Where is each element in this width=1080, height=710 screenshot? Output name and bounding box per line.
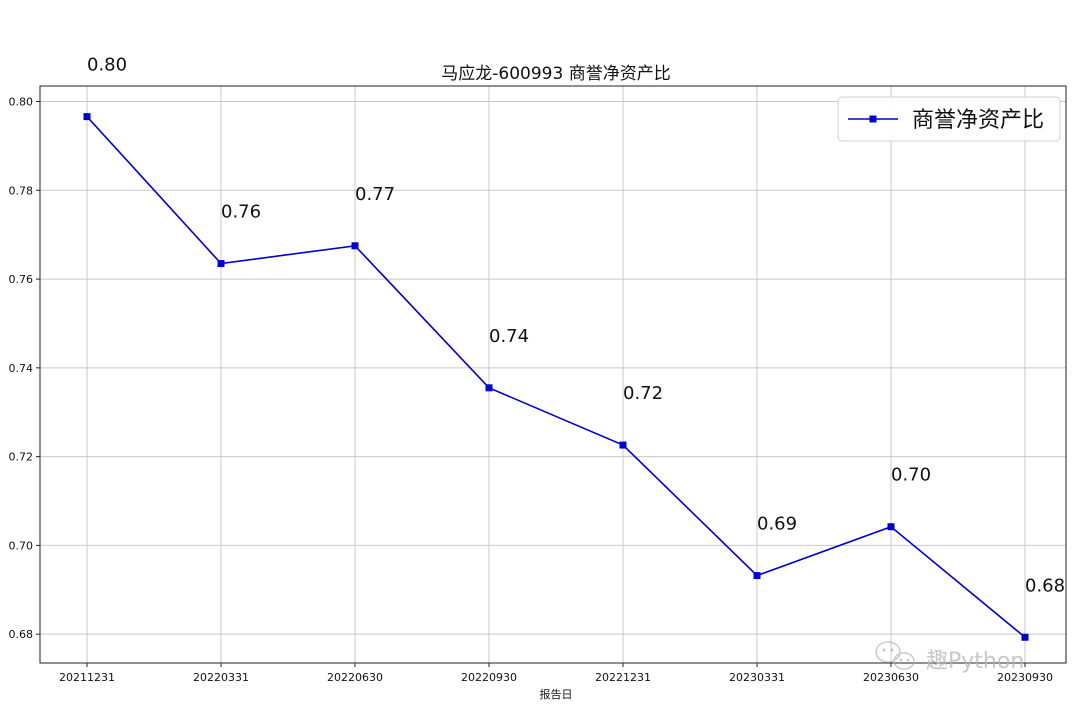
x-tick-label: 20211231 bbox=[59, 671, 115, 684]
legend-marker-swatch bbox=[869, 115, 877, 123]
x-tick-label: 20230930 bbox=[997, 671, 1053, 684]
data-label: 0.76 bbox=[221, 202, 261, 223]
legend-label: 商誉净资产比 bbox=[912, 108, 1044, 133]
x-tick-label: 20220331 bbox=[193, 671, 249, 684]
data-labels: 0.80 0.76 0.77 0.74 0.72 0.69 0.70 0.68 bbox=[87, 55, 1065, 597]
axis-ticks: 0.68 0.70 0.72 0.74 0.76 0.78 0.80 20211231 2022… bbox=[9, 96, 1054, 684]
wechat-icon bbox=[875, 641, 915, 670]
data-label: 0.74 bbox=[489, 326, 529, 347]
data-point-marker bbox=[753, 572, 761, 580]
x-tick-label: 20220630 bbox=[327, 671, 383, 684]
x-tick-label: 20230630 bbox=[863, 671, 919, 684]
watermark: 趣Python bbox=[875, 641, 1024, 674]
series-line bbox=[86, 116, 1026, 638]
data-point-marker bbox=[1021, 633, 1029, 641]
plot-frame bbox=[39, 85, 1067, 664]
data-label: 0.68 bbox=[1025, 575, 1065, 596]
data-point-marker bbox=[83, 113, 91, 121]
data-point-marker bbox=[619, 441, 627, 449]
x-tick-label: 20230331 bbox=[729, 671, 785, 684]
watermark-text: 趣Python bbox=[926, 649, 1024, 674]
data-label: 0.69 bbox=[757, 514, 797, 535]
chart-title: 马应龙-600993 商誉净资产比 bbox=[441, 64, 670, 84]
series-line-group bbox=[83, 113, 1029, 641]
y-tick-label: 0.76 bbox=[9, 273, 34, 286]
grid-lines bbox=[40, 86, 1066, 663]
y-tick-label: 0.78 bbox=[9, 184, 34, 197]
data-label: 0.70 bbox=[891, 465, 931, 486]
y-tick-label: 0.68 bbox=[9, 628, 34, 641]
x-axis-label: 报告日 bbox=[540, 687, 573, 701]
data-point-marker bbox=[217, 260, 225, 268]
x-tick-label: 20221231 bbox=[595, 671, 651, 684]
y-tick-label: 0.80 bbox=[9, 96, 34, 109]
y-tick-label: 0.70 bbox=[9, 539, 34, 552]
y-tick-label: 0.74 bbox=[9, 362, 34, 375]
data-label: 0.80 bbox=[87, 55, 127, 76]
legend: 商誉净资产比 bbox=[837, 96, 1061, 142]
data-point-marker bbox=[485, 384, 493, 392]
x-tick-label: 20220930 bbox=[461, 671, 517, 684]
data-point-marker bbox=[351, 242, 359, 250]
data-label: 0.77 bbox=[355, 184, 395, 205]
data-point-marker bbox=[887, 523, 895, 531]
legend-box bbox=[837, 96, 1061, 142]
y-tick-label: 0.72 bbox=[9, 451, 34, 464]
data-label: 0.72 bbox=[623, 383, 663, 404]
